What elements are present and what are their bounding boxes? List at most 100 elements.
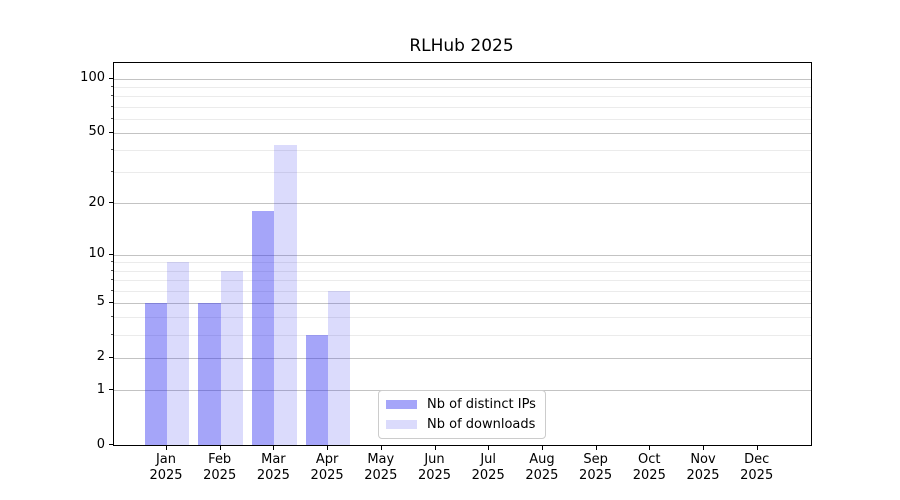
x-tick-month-nov: Nov [690, 452, 716, 467]
x-tick-label-jun: Jun 2025 [403, 452, 467, 484]
x-tick-month-may: May [367, 452, 395, 467]
y-minor-tick-80 [111, 95, 113, 97]
y-tick-0 [109, 444, 113, 445]
x-tick-month-jul: Jul [480, 452, 497, 467]
major-gridline-10 [114, 254, 811, 256]
legend-swatch-downloads [386, 420, 417, 429]
x-tick-label-aug: Aug 2025 [510, 452, 574, 484]
y-tick-20 [109, 202, 113, 204]
x-tick-month-sep: Sep [583, 452, 608, 467]
x-tick-sep [595, 446, 597, 450]
x-tick-month-feb: Feb [208, 452, 232, 467]
y-minor-tick-60 [111, 117, 113, 119]
x-tick-year-may: 2025 [364, 468, 398, 483]
x-tick-year-nov: 2025 [686, 468, 720, 483]
x-tick-year-jul: 2025 [471, 468, 505, 483]
bar-nb-of-downloads-feb [220, 270, 244, 445]
x-tick-year-jan: 2025 [149, 468, 183, 483]
plot-area [113, 62, 812, 446]
major-gridline-50 [114, 132, 811, 134]
bar-nb-of-distinct-ips-feb [198, 302, 221, 445]
minor-gridline-40 [114, 150, 811, 152]
y-minor-tick-6 [111, 289, 113, 291]
x-tick-apr [327, 446, 329, 450]
y-tick-label-0: 0 [96, 436, 105, 452]
x-tick-month-mar: Mar [261, 452, 286, 467]
minor-gridline-6 [114, 290, 811, 292]
x-tick-feb [219, 446, 221, 450]
x-tick-label-oct: Oct 2025 [617, 452, 681, 484]
y-tick-5 [109, 301, 113, 303]
x-tick-label-jul: Jul 2025 [456, 452, 520, 484]
y-tick-label-50: 50 [88, 124, 105, 140]
major-gridline-5 [114, 302, 811, 304]
x-tick-year-dec: 2025 [740, 468, 774, 483]
y-minor-tick-7 [111, 278, 113, 280]
x-tick-oct [649, 446, 651, 450]
major-gridline-20 [114, 203, 811, 205]
y-tick-100 [109, 77, 113, 79]
x-tick-jun [434, 446, 436, 450]
minor-gridline-80 [114, 96, 811, 98]
x-tick-mar [273, 446, 275, 450]
y-minor-tick-90 [111, 85, 113, 87]
minor-gridline-3 [114, 335, 811, 336]
y-tick-10 [109, 253, 113, 255]
y-tick-2 [109, 356, 113, 358]
y-minor-tick-40 [111, 149, 113, 151]
x-tick-month-aug: Aug [529, 452, 555, 467]
legend-entry-distinct-ips: Nb of distinct IPs [386, 396, 536, 413]
major-gridline-100 [114, 78, 811, 80]
x-tick-month-oct: Oct [638, 452, 661, 467]
x-tick-month-dec: Dec [744, 452, 770, 467]
x-tick-label-jan: Jan 2025 [134, 452, 198, 484]
y-tick-label-2: 2 [96, 349, 105, 365]
y-tick-50 [109, 131, 113, 133]
bar-nb-of-downloads-jan [167, 262, 190, 445]
bar-nb-of-downloads-apr [328, 290, 351, 445]
x-tick-month-jun: Jun [424, 452, 445, 467]
y-minor-tick-3 [111, 334, 113, 335]
legend-swatch-distinct-ips [386, 400, 417, 409]
y-tick-label-100: 100 [80, 70, 105, 86]
bar-nb-of-distinct-ips-apr [305, 335, 329, 445]
y-tick-1 [109, 389, 113, 390]
y-tick-label-20: 20 [88, 194, 105, 210]
y-minor-tick-4 [111, 316, 113, 318]
minor-gridline-70 [114, 106, 811, 108]
bar-nb-of-distinct-ips-mar [252, 211, 275, 445]
minor-gridline-9 [114, 262, 811, 264]
legend-entry-downloads: Nb of downloads [386, 416, 536, 433]
x-tick-label-nov: Nov 2025 [671, 452, 735, 484]
x-tick-month-jan: Jan [155, 452, 177, 467]
x-tick-may [380, 446, 382, 450]
bar-nb-of-downloads-mar [274, 144, 297, 445]
minor-gridline-90 [114, 86, 811, 88]
x-tick-label-sep: Sep 2025 [564, 452, 628, 484]
x-tick-year-sep: 2025 [579, 468, 613, 483]
x-tick-year-oct: 2025 [632, 468, 666, 483]
x-tick-year-jun: 2025 [417, 468, 452, 483]
minor-gridline-60 [114, 118, 811, 120]
legend-label-downloads: Nb of downloads [427, 417, 536, 432]
chart-title: RLHub 2025 [409, 36, 514, 56]
x-tick-label-mar: Mar 2025 [241, 452, 305, 484]
y-tick-label-1: 1 [96, 381, 105, 397]
x-tick-dec [756, 446, 758, 450]
y-minor-tick-30 [111, 171, 113, 173]
x-tick-label-apr: Apr 2025 [295, 452, 359, 484]
legend: Nb of distinct IPs Nb of downloads [378, 390, 546, 439]
x-tick-month-apr: Apr [315, 452, 339, 467]
y-minor-tick-9 [111, 261, 113, 263]
y-minor-tick-8 [111, 269, 113, 271]
x-tick-label-feb: Feb 2025 [188, 452, 252, 484]
x-tick-nov [703, 446, 704, 450]
minor-gridline-8 [114, 270, 811, 272]
x-tick-year-aug: 2025 [525, 468, 559, 483]
x-tick-aug [541, 446, 543, 450]
legend-label-distinct-ips: Nb of distinct IPs [427, 397, 536, 412]
minor-gridline-7 [114, 279, 811, 281]
minor-gridline-30 [114, 172, 811, 174]
x-tick-year-mar: 2025 [256, 468, 290, 483]
